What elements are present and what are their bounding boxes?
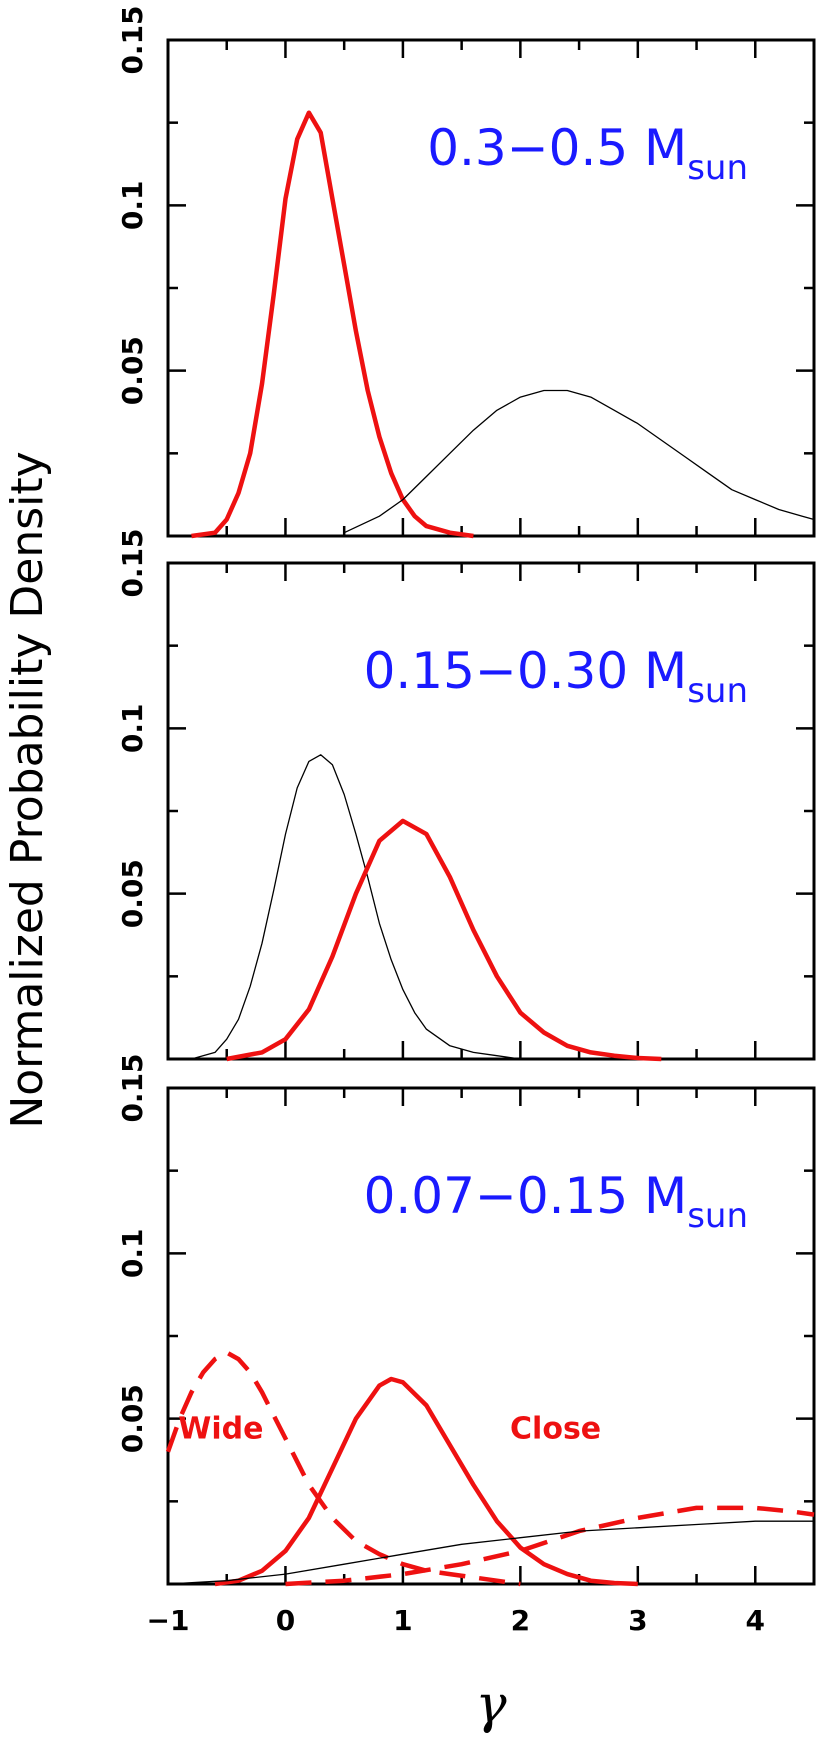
dashed-red-curve xyxy=(285,1505,815,1587)
panel-1: 0.05 0.1 0.15 0.3−0.5 Msun xyxy=(116,5,816,539)
y-tick-label: 0.15 xyxy=(116,1053,149,1122)
red-curve xyxy=(214,1376,638,1587)
x-tick-label: 3 xyxy=(628,1604,647,1637)
black-curve xyxy=(343,389,815,534)
y-tick-label: 0.05 xyxy=(116,859,149,928)
panel-title: 0.3−0.5 Msun xyxy=(427,119,748,188)
panel-title: 0.07−0.15 Msun xyxy=(364,1167,748,1236)
dashed-red-curve xyxy=(165,1350,521,1587)
y-tick-label: 0.05 xyxy=(116,1384,149,1453)
y-tick-label: 0.1 xyxy=(116,704,149,754)
panel-title-subscript: sun xyxy=(687,1196,748,1236)
panel-title-subscript: sun xyxy=(687,148,748,188)
x-tick-label: 1 xyxy=(393,1604,412,1637)
panel-title-main: 0.15−0.30 M xyxy=(364,642,688,700)
x-tick-label: 4 xyxy=(746,1604,765,1637)
panel-frame xyxy=(166,561,816,1061)
x-tick-label: −1 xyxy=(147,1604,190,1637)
y-tick-label: 0.15 xyxy=(116,528,149,597)
panels-group: 0.050.10.150.3−0.5 Msun0.050.10.150.15−0… xyxy=(116,5,816,1637)
panel-2: 0.05 0.1 0.15 0.15−0.30 Msun xyxy=(116,528,816,1062)
red-curve xyxy=(226,818,662,1062)
x-tick-label: 2 xyxy=(511,1604,530,1637)
black-curve xyxy=(191,754,521,1060)
y-tick-label: 0.1 xyxy=(116,181,149,231)
panel-title-main: 0.3−0.5 M xyxy=(427,119,687,177)
annotation-label: Close xyxy=(510,1412,601,1447)
annotation-label: Wide xyxy=(178,1412,263,1447)
panel-title-subscript: sun xyxy=(687,671,748,711)
panel-3: 0.05 0.1 0.15 0.07−0.15 Msun Wide Close xyxy=(116,1053,816,1587)
y-tick-label: 0.05 xyxy=(116,336,149,405)
x-tick-label: 0 xyxy=(276,1604,295,1637)
red-curve xyxy=(191,110,474,539)
black-curve xyxy=(167,1520,814,1585)
panel-title-main: 0.07−0.15 M xyxy=(364,1167,688,1225)
y-axis-title: Normalized Probability Density xyxy=(2,451,53,1128)
panel-frame xyxy=(166,38,816,538)
y-tick-label: 0.15 xyxy=(116,5,149,74)
panel-title: 0.15−0.30 Msun xyxy=(364,642,748,711)
y-tick-label: 0.1 xyxy=(116,1229,149,1279)
x-axis-title: γ xyxy=(475,1675,507,1735)
